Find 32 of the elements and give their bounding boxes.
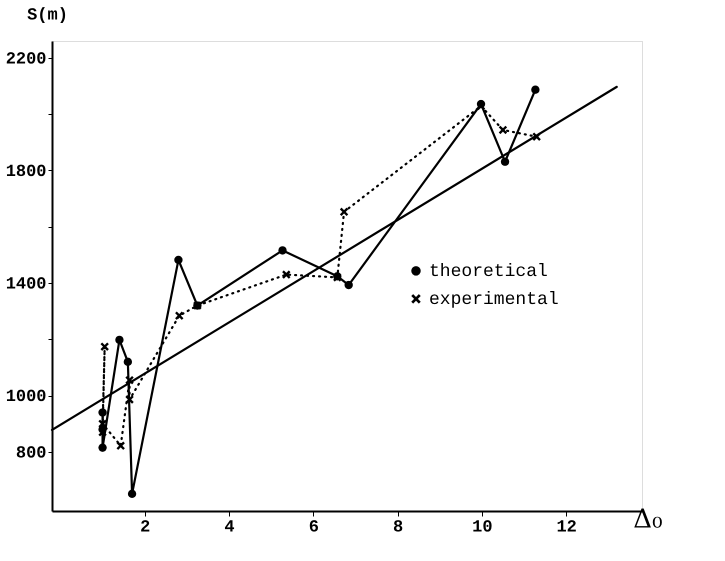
x-tick-label: 12: [556, 518, 577, 538]
y-tick-label: 1800: [6, 162, 46, 182]
point: [500, 158, 510, 166]
y-tick-label: 1000: [6, 388, 46, 408]
y-tick-label: 1400: [6, 276, 46, 295]
point: [128, 490, 136, 498]
legend-label: experimental: [429, 290, 559, 310]
point: [278, 246, 287, 255]
point: [115, 336, 124, 344]
x-tick-label: 4: [224, 518, 235, 538]
x-tick-label: 10: [472, 518, 493, 538]
legend-label: theoretical: [429, 262, 548, 282]
point: [100, 342, 109, 351]
y-tick-label: 800: [16, 444, 46, 464]
x-tick-label: 6: [308, 518, 319, 538]
x-tick-label: 8: [392, 518, 404, 538]
point: [124, 358, 132, 366]
point: [340, 208, 348, 216]
point: [344, 280, 353, 290]
point: [98, 444, 107, 452]
x-axis-title: Δ₀: [633, 504, 662, 534]
point: [174, 256, 183, 264]
point: [125, 395, 134, 404]
point: [98, 420, 107, 428]
point: [175, 312, 184, 320]
point: [116, 442, 125, 450]
x-tick-label: 2: [140, 518, 150, 538]
y-tick-label: 2200: [6, 50, 46, 70]
y-axis-title: S(m): [27, 6, 68, 26]
point: [498, 126, 508, 134]
point: [282, 270, 290, 279]
point: [531, 86, 540, 94]
